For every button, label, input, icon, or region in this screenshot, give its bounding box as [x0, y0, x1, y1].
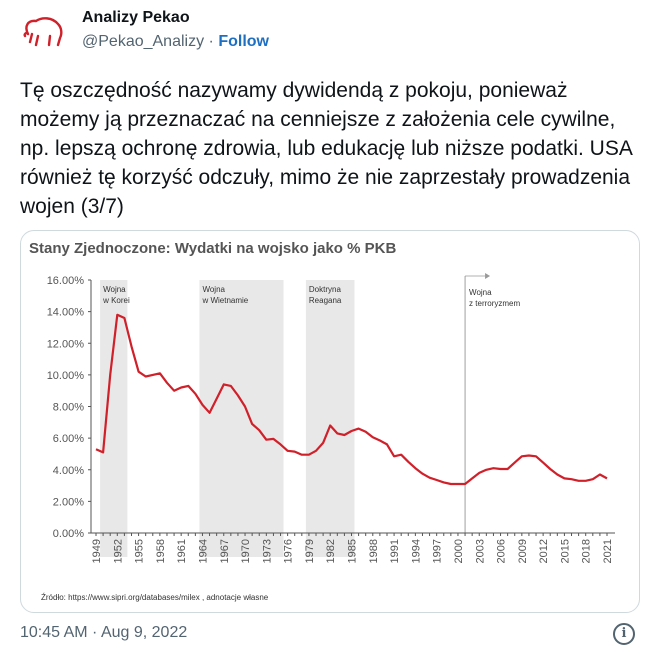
x-tick-label: 1958: [155, 539, 167, 563]
annotation-label: Reagana: [309, 296, 342, 305]
x-tick-label: 1976: [283, 539, 295, 563]
annotation-label: w Korei: [102, 296, 130, 305]
x-tick-label: 2015: [559, 539, 571, 563]
x-tick-label: 1952: [112, 539, 124, 563]
annotation-label: Wojna: [469, 288, 492, 297]
author-handle[interactable]: @Pekao_Analizy: [82, 33, 205, 50]
x-tick-label: 1955: [134, 539, 146, 563]
author-name[interactable]: Analizy Pekao: [82, 9, 190, 26]
y-tick-label: 14.00%: [47, 307, 85, 319]
shaded-period-2: [305, 280, 355, 557]
x-tick-label: 1970: [240, 539, 252, 563]
y-tick-label: 8.00%: [53, 402, 84, 414]
x-tick-label: 1961: [176, 539, 188, 563]
x-tick-label: 1979: [304, 539, 316, 563]
info-icon[interactable]: i: [613, 623, 635, 645]
x-tick-label: 2012: [538, 539, 550, 563]
y-tick-label: 12.00%: [47, 338, 85, 350]
y-tick-label: 2.00%: [53, 496, 84, 508]
annotation-label: z terroryzmem: [469, 299, 520, 308]
timestamp[interactable]: 10:45 AM · Aug 9, 2022: [20, 624, 188, 641]
y-tick-label: 6.00%: [53, 433, 84, 445]
x-tick-label: 1973: [261, 539, 273, 563]
separator: ·: [208, 33, 214, 50]
chart-svg: Wojna w Korei Wojna w Wietnamie Doktryna Reag…: [47, 273, 615, 563]
annotation-label: Doktryna: [309, 285, 342, 294]
shaded-period-1: [199, 280, 284, 557]
pekao-bison-logo[interactable]: [22, 12, 64, 48]
x-tick-label: 1994: [410, 539, 422, 563]
x-tick-label: 2006: [496, 539, 508, 563]
annotation-label: Wojna: [202, 285, 225, 294]
y-tick-label: 10.00%: [47, 370, 85, 382]
x-tick-label: 2009: [517, 539, 529, 563]
x-tick-label: 2018: [581, 539, 593, 563]
x-tick-label: 1997: [432, 539, 444, 563]
y-tick-label: 0.00%: [53, 528, 84, 540]
chart-image[interactable]: Stany Zjednoczone: Wydatki na wojsko jak…: [20, 230, 640, 613]
x-tick-label: 1985: [347, 539, 359, 563]
x-tick-label: 2021: [602, 539, 614, 563]
follow-button[interactable]: Follow: [218, 33, 269, 50]
x-tick-label: 2003: [474, 539, 486, 563]
y-tick-label: 16.00%: [47, 275, 85, 287]
x-tick-label: 1982: [325, 539, 337, 563]
y-tick-label: 4.00%: [53, 465, 84, 477]
arrow-head-icon: [485, 273, 491, 279]
chart-title: Stany Zjednoczone: Wydatki na wojsko jak…: [29, 240, 397, 257]
shaded-period-0: [100, 280, 128, 557]
x-tick-label: 1988: [368, 539, 380, 563]
x-tick-label: 1964: [197, 539, 209, 563]
author-handle-line: @Pekao_Analizy · Follow: [82, 33, 269, 51]
x-tick-label: 1967: [219, 539, 231, 563]
x-tick-label: 2000: [453, 539, 465, 563]
annotation-label: w Wietnamie: [201, 296, 248, 305]
x-tick-label: 1991: [389, 539, 401, 563]
annotation-label: Wojna: [103, 285, 126, 294]
tweet-text: Tę oszczędność nazywamy dywidendą z poko…: [20, 79, 632, 218]
x-tick-label: 1949: [91, 539, 103, 563]
chart-source: Źródło: https://www.sipri.org/databases/…: [41, 593, 269, 602]
